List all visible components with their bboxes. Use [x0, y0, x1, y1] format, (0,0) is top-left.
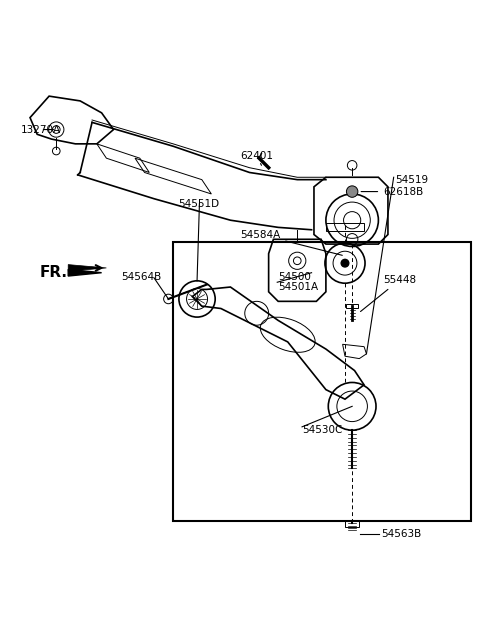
Text: 54551D: 54551D	[178, 199, 219, 209]
Text: 62618B: 62618B	[361, 186, 423, 197]
Bar	[173, 242, 471, 521]
Text: 54584A: 54584A	[240, 230, 342, 255]
Text: 54500: 54500	[278, 273, 311, 283]
Text: 62401: 62401	[240, 151, 273, 165]
Polygon shape	[68, 265, 107, 271]
Text: 54564B: 54564B	[120, 273, 161, 283]
Polygon shape	[68, 270, 102, 276]
Text: 54519: 54519	[395, 175, 428, 184]
Text: 54501A: 54501A	[278, 282, 318, 292]
Text: 13270A: 13270A	[21, 125, 60, 135]
Circle shape	[341, 259, 349, 267]
Text: 54530C: 54530C	[302, 425, 342, 435]
Text: 54563B: 54563B	[381, 529, 421, 539]
Circle shape	[347, 186, 358, 197]
Text: 55448: 55448	[360, 275, 416, 312]
Text: FR.: FR.	[39, 265, 68, 280]
